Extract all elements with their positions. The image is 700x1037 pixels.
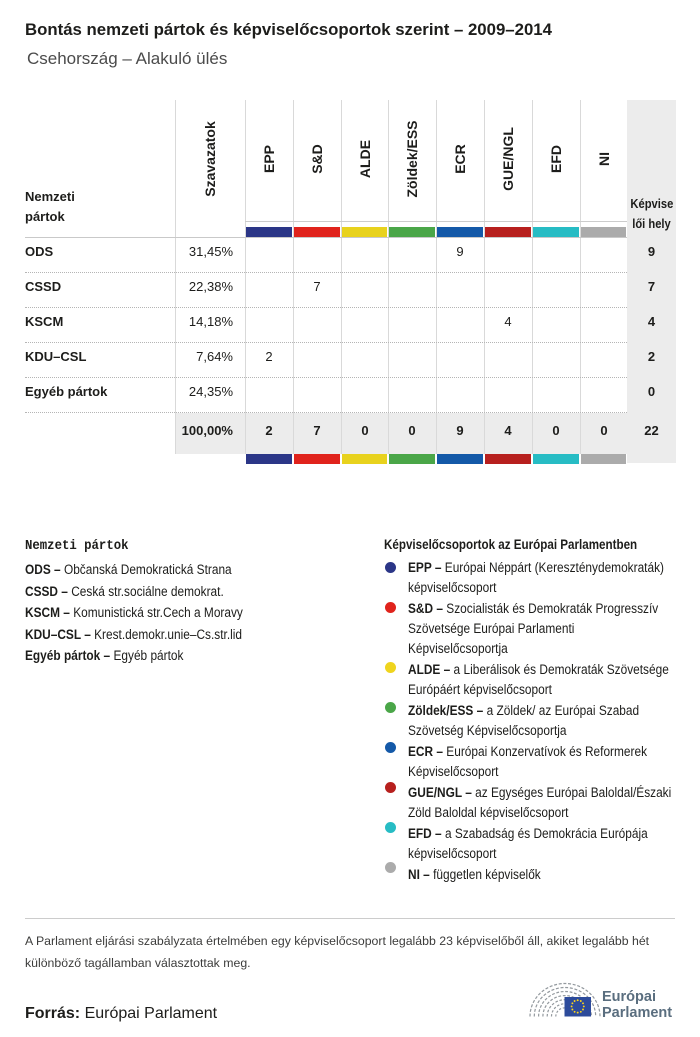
svg-text:Európai: Európai <box>602 989 656 1005</box>
svg-text:Parlament: Parlament <box>602 1005 672 1021</box>
